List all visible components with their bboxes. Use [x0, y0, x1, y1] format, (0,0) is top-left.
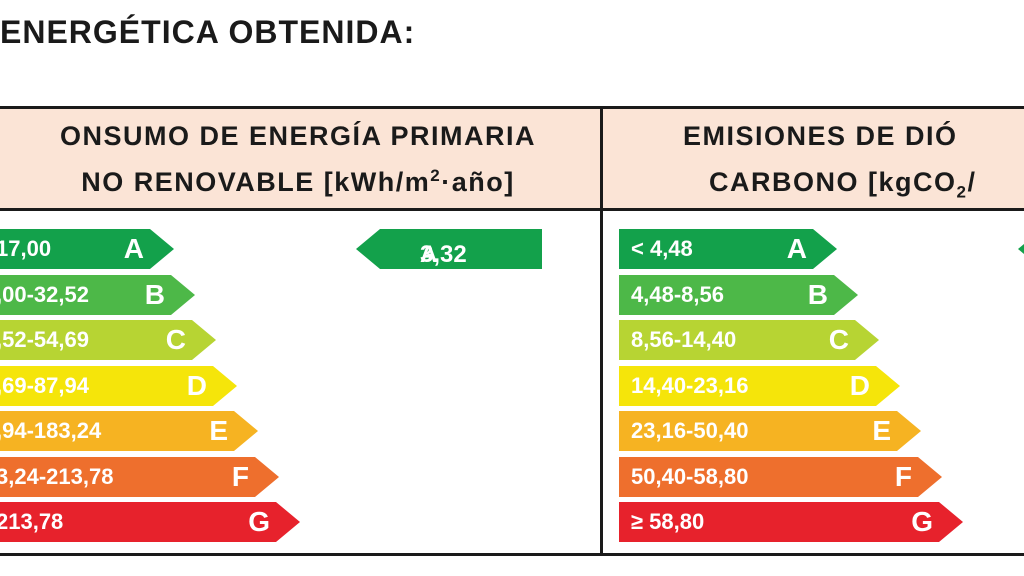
rating-table-frame [0, 106, 1024, 556]
emissions-class-g-bar: ≥ 58,80 G [619, 502, 963, 542]
emissions-title-line2: CARBONO [kgCO2/ [709, 166, 977, 201]
emissions-class-d-bar: 14,40-23,16 D [619, 366, 900, 406]
primary-energy-rating-value: 3,32 [420, 241, 467, 268]
emissions-class-a-bar: < 4,48 A [619, 229, 837, 269]
primary-class-c-bar: ,52-54,69 C [0, 320, 216, 360]
primary-class-a-bar: 17,00 A [0, 229, 174, 269]
primary-class-d-bar: ,69-87,94 D [0, 366, 237, 406]
primary-class-f-bar: 3,24-213,78 F [0, 457, 279, 497]
primary-class-e-bar: ,94-183,24 E [0, 411, 258, 451]
emissions-title-line1: EMISIONES DE DIÓ [683, 120, 958, 151]
primary-energy-rating-letter: A [420, 241, 438, 268]
emissions-rating-indicator [1018, 229, 1024, 269]
header-divider [0, 208, 1024, 211]
primary-class-g-bar: 213,78 G [0, 502, 300, 542]
emissions-class-f-bar: 50,40-58,80 F [619, 457, 942, 497]
primary-class-b-bar: ,00-32,52 B [0, 275, 195, 315]
column-divider [600, 106, 603, 556]
emissions-class-b-bar: 4,48-8,56 B [619, 275, 858, 315]
emissions-header: EMISIONES DE DIÓ CARBONO [kgCO2/ [603, 109, 1024, 208]
primary-energy-rating-indicator: 3,32 A [356, 229, 542, 269]
emissions-class-e-bar: 23,16-50,40 E [619, 411, 921, 451]
emissions-class-c-bar: 8,56-14,40 C [619, 320, 879, 360]
primary-energy-title-line1: ONSUMO DE ENERGÍA PRIMARIA [59, 120, 537, 151]
primary-energy-header: ONSUMO DE ENERGÍA PRIMARIA NO RENOVABLE … [0, 109, 600, 208]
page-heading: ENERGÉTICA OBTENIDA: [0, 14, 416, 50]
primary-energy-title-line2: NO RENOVABLE [kWh/m2·año] [81, 165, 515, 197]
